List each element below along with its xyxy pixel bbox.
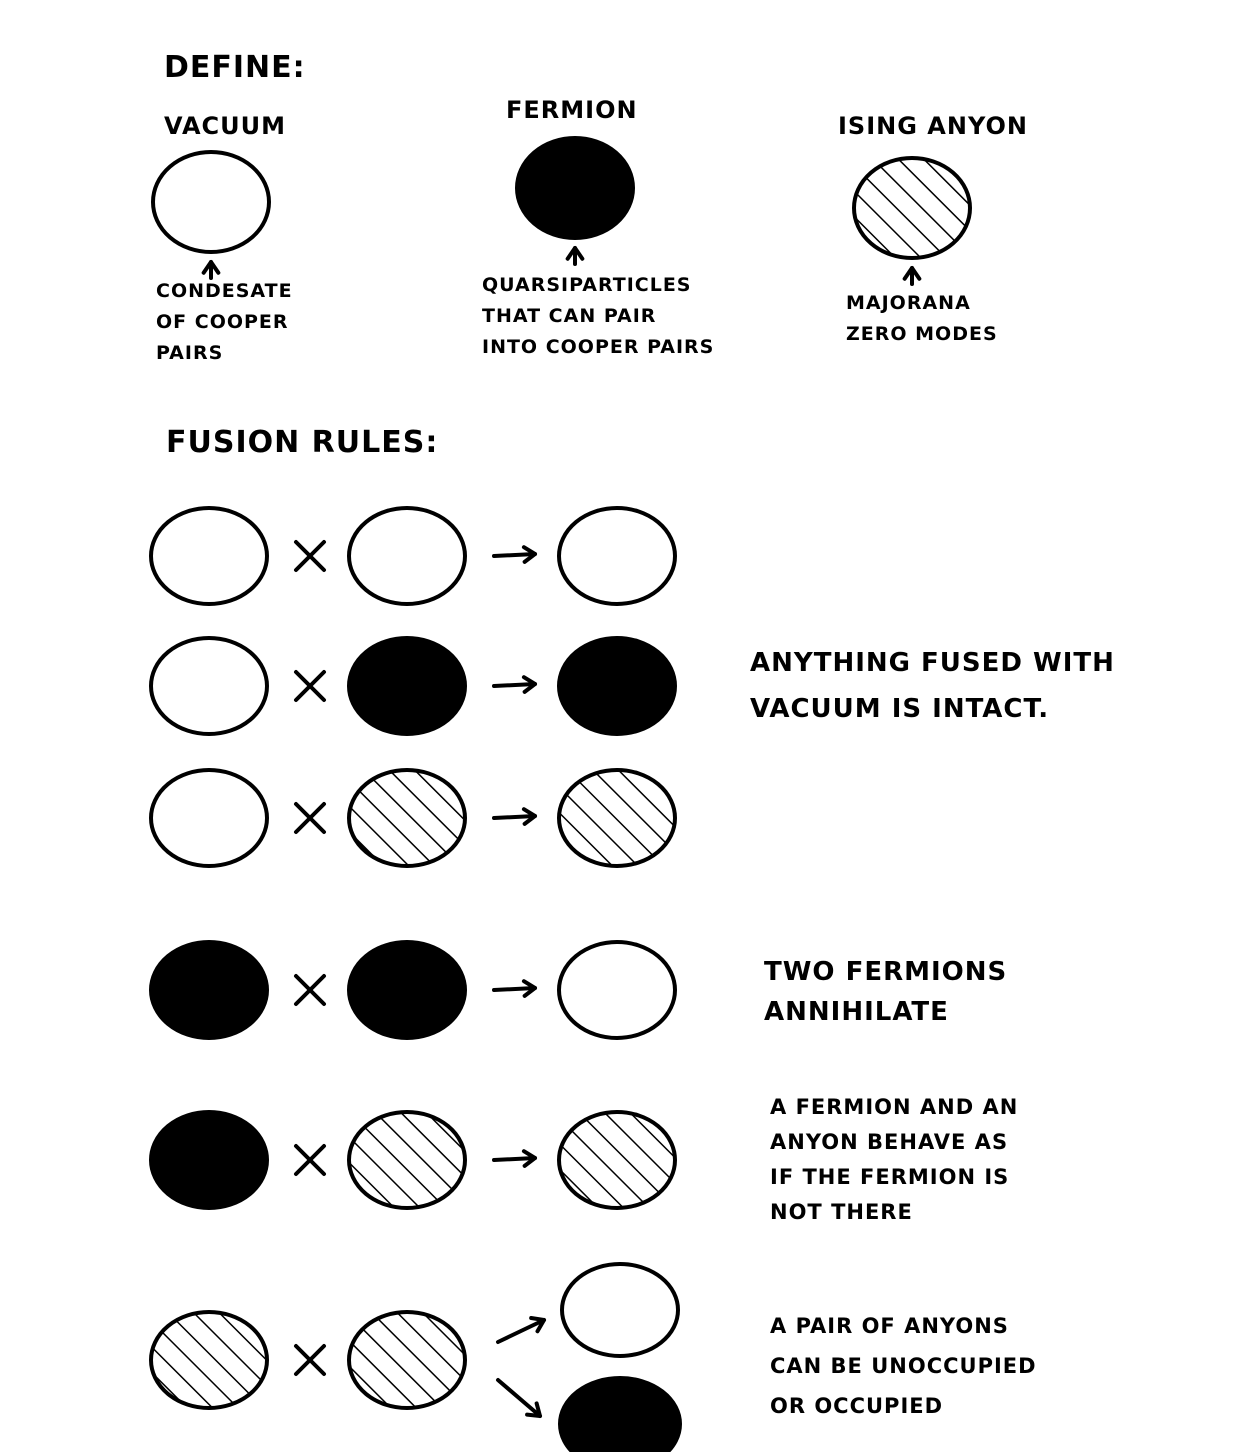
note-vacuum-intact: ANYTHING FUSED WITH VACUUM IS INTACT.	[750, 640, 1115, 732]
filled-particle	[149, 940, 269, 1040]
note-anyon-pair: A PAIR OF ANYONS CAN BE UNOCCUPIED OR OC…	[770, 1306, 1037, 1426]
filled-particle	[558, 1376, 682, 1452]
fusion-arrow	[492, 814, 537, 820]
times-icon	[294, 1144, 326, 1176]
vacuum-caption-line: OF COOPER	[156, 311, 289, 333]
pointer-arrow-head	[902, 266, 922, 281]
fusion-arrow-up	[496, 1318, 546, 1344]
note-line: OR OCCUPIED	[770, 1394, 944, 1418]
vacuum-caption-line: CONDESATE	[156, 280, 293, 302]
times-icon	[294, 670, 326, 702]
times-icon	[294, 1344, 326, 1376]
fusion-arrow-head	[521, 675, 537, 694]
fusion-arrow-head	[521, 545, 537, 564]
empty-particle	[149, 506, 269, 606]
empty-particle	[149, 636, 269, 736]
fermion-caption-line: THAT CAN PAIR	[482, 305, 657, 327]
fusion-arrow-head	[521, 807, 537, 826]
anyon-caption-line: MAJORANA	[846, 292, 971, 314]
note-line: A FERMION AND AN	[770, 1095, 1019, 1119]
fusion-arrow	[492, 682, 537, 688]
times-icon	[294, 974, 326, 1006]
note-line: NOT THERE	[770, 1200, 913, 1224]
note-line: ANYTHING FUSED WITH	[750, 648, 1115, 678]
hatched-particle	[557, 768, 677, 868]
fusion-arrow-down	[496, 1378, 542, 1418]
filled-particle	[347, 636, 467, 736]
note-line: ANNIHILATE	[764, 997, 949, 1027]
fermion-label: FERMION	[506, 96, 638, 124]
pointer-arrow-head	[201, 260, 221, 275]
empty-particle	[557, 506, 677, 606]
fermion-caption-line: QUARSIPARTICLES	[482, 274, 692, 296]
vacuum-caption: CONDESATE OF COOPER PAIRS	[156, 276, 293, 369]
filled-particle	[557, 636, 677, 736]
note-line: CAN BE UNOCCUPIED	[770, 1354, 1037, 1378]
filled-particle	[347, 940, 467, 1040]
fermion-caption: QUARSIPARTICLES THAT CAN PAIR INTO COOPE…	[482, 270, 714, 363]
times-icon	[294, 540, 326, 572]
ising-anyon-label: ISING ANYON	[838, 112, 1028, 140]
fusion-arrow	[492, 552, 537, 558]
fusion-arrow-up-head	[529, 1316, 546, 1334]
note-line: VACUUM IS INTACT.	[750, 694, 1050, 724]
pointer-arrow-head	[565, 246, 585, 261]
fusion-rules-heading: FUSION RULES:	[166, 425, 439, 460]
fusion-arrow-head	[521, 1149, 537, 1168]
fermion-caption-line: INTO COOPER PAIRS	[482, 336, 715, 358]
fusion-arrow	[492, 986, 537, 992]
empty-particle	[347, 506, 467, 606]
hatched-particle	[557, 1110, 677, 1210]
fusion-arrow	[492, 1156, 537, 1162]
hatched-particle	[347, 1110, 467, 1210]
note-line: ANYON BEHAVE AS	[770, 1130, 1009, 1154]
fusion-arrow-down-head	[525, 1401, 542, 1418]
empty-particle	[149, 768, 269, 868]
anyon-caption: MAJORANA ZERO MODES	[846, 288, 998, 350]
empty-particle	[560, 1262, 680, 1358]
note-line: TWO FERMIONS	[764, 957, 1008, 987]
fusion-arrow-head	[521, 979, 537, 998]
note-line: IF THE FERMION IS	[770, 1165, 1010, 1189]
filled-particle	[515, 136, 635, 240]
note-fermions-annihilate: TWO FERMIONS ANNIHILATE	[764, 952, 1007, 1032]
hatched-particle	[347, 1310, 467, 1410]
note-fermion-anyon: A FERMION AND AN ANYON BEHAVE AS IF THE …	[770, 1090, 1018, 1230]
note-line: A PAIR OF ANYONS	[770, 1314, 1009, 1338]
hatched-particle	[347, 768, 467, 868]
define-heading: DEFINE:	[164, 50, 306, 85]
times-icon	[294, 802, 326, 834]
vacuum-caption-line: PAIRS	[156, 342, 224, 364]
hatched-particle	[149, 1310, 269, 1410]
empty-particle	[151, 150, 271, 254]
filled-particle	[149, 1110, 269, 1210]
hatched-particle	[852, 156, 972, 260]
vacuum-label: VACUUM	[164, 112, 286, 140]
empty-particle	[557, 940, 677, 1040]
anyon-caption-line: ZERO MODES	[846, 323, 998, 345]
